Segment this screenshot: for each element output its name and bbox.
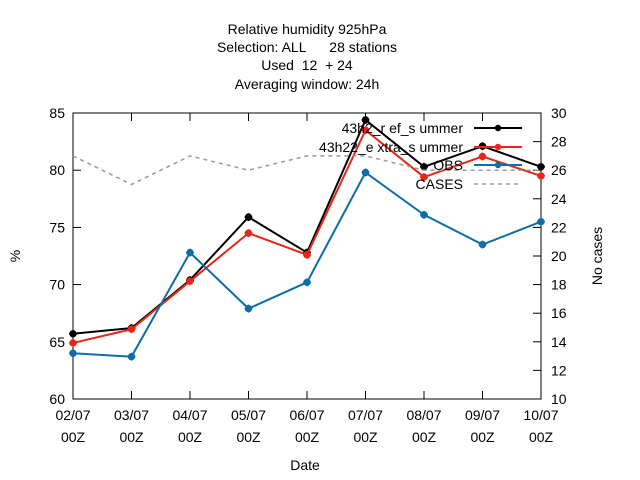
- x-tick-sublabel: 00Z: [529, 429, 554, 445]
- y2-tick-label: 30: [551, 105, 567, 121]
- x-tick-label: 07/07: [348, 407, 383, 423]
- x-tick-label: 10/07: [523, 407, 558, 423]
- y2-axis: 10 12 14 16 18 20 22 24 26 28 30: [533, 105, 567, 407]
- series-obs: [69, 168, 545, 361]
- y-tick-label: 80: [49, 162, 65, 178]
- legend-label: OBS: [433, 157, 463, 173]
- series-43h22-extra-summer: [69, 126, 545, 347]
- legend-marker: [494, 124, 502, 132]
- title-line-1: Relative humidity 925hPa: [228, 21, 387, 37]
- x-tick-sublabel: 00Z: [178, 429, 203, 445]
- y2-tick-label: 26: [551, 162, 567, 178]
- legend-marker: [494, 143, 502, 151]
- series-line: [72, 155, 541, 186]
- title-line-4: Averaging window: 24h: [235, 76, 380, 92]
- x-axis: 02/07 00Z 03/07 00Z 04/07 00Z 05/07 00Z 06/07 00Z…: [55, 113, 559, 445]
- y-tick-label: 70: [49, 277, 65, 293]
- y2-tick-label: 28: [551, 134, 567, 150]
- y-tick-label: 85: [49, 105, 65, 121]
- legend-marker: [494, 161, 502, 169]
- x-tick-label: 05/07: [231, 407, 266, 423]
- y2-axis-label: No cases: [589, 227, 605, 285]
- legend: 43h2_r ef_s ummer 43h22_e xtra_s ummer OBS…: [319, 120, 522, 192]
- y2-tick-label: 22: [551, 219, 567, 235]
- x-tick-sublabel: 00Z: [353, 429, 378, 445]
- series-line: [72, 171, 542, 358]
- chart-title: Relative humidity 925hPa Selection: ALL …: [217, 21, 397, 92]
- x-tick-sublabel: 00Z: [470, 429, 495, 445]
- y2-tick-label: 14: [551, 334, 567, 350]
- x-tick-label: 04/07: [172, 407, 207, 423]
- y-axis: 60 65 70 75 80 85: [49, 105, 81, 407]
- legend-label: 43h2_r ef_s ummer: [342, 120, 464, 136]
- y2-tick-label: 20: [551, 248, 567, 264]
- series-43h2-ref-summer: [69, 115, 545, 338]
- series-cases: [72, 155, 541, 186]
- x-tick-label: 08/07: [406, 407, 441, 423]
- legend-label: 43h22_e xtra_s ummer: [319, 139, 463, 155]
- series-line: [72, 128, 542, 344]
- x-tick-sublabel: 00Z: [236, 429, 261, 445]
- series-line: [72, 118, 542, 335]
- y-axis-label: %: [7, 250, 23, 262]
- x-tick-sublabel: 00Z: [61, 429, 86, 445]
- x-tick-sublabel: 00Z: [295, 429, 320, 445]
- y2-tick-label: 16: [551, 305, 567, 321]
- legend-label: CASES: [416, 176, 463, 192]
- title-line-2: Selection: ALL 28 stations: [217, 39, 397, 55]
- x-tick-label: 09/07: [465, 407, 500, 423]
- x-tick-label: 02/07: [55, 407, 90, 423]
- y2-tick-label: 24: [551, 191, 567, 207]
- y2-tick-label: 12: [551, 362, 567, 378]
- y-tick-label: 75: [49, 219, 65, 235]
- y2-tick-label: 10: [551, 391, 567, 407]
- y-tick-label: 65: [49, 334, 65, 350]
- series-layer: [69, 115, 545, 361]
- x-tick-label: 06/07: [289, 407, 324, 423]
- x-tick-label: 03/07: [114, 407, 149, 423]
- y-tick-label: 60: [49, 391, 65, 407]
- x-tick-sublabel: 00Z: [412, 429, 437, 445]
- y2-tick-label: 18: [551, 277, 567, 293]
- x-tick-sublabel: 00Z: [119, 429, 144, 445]
- title-line-3: Used 12 + 24: [261, 57, 353, 73]
- x-axis-label: Date: [290, 457, 320, 473]
